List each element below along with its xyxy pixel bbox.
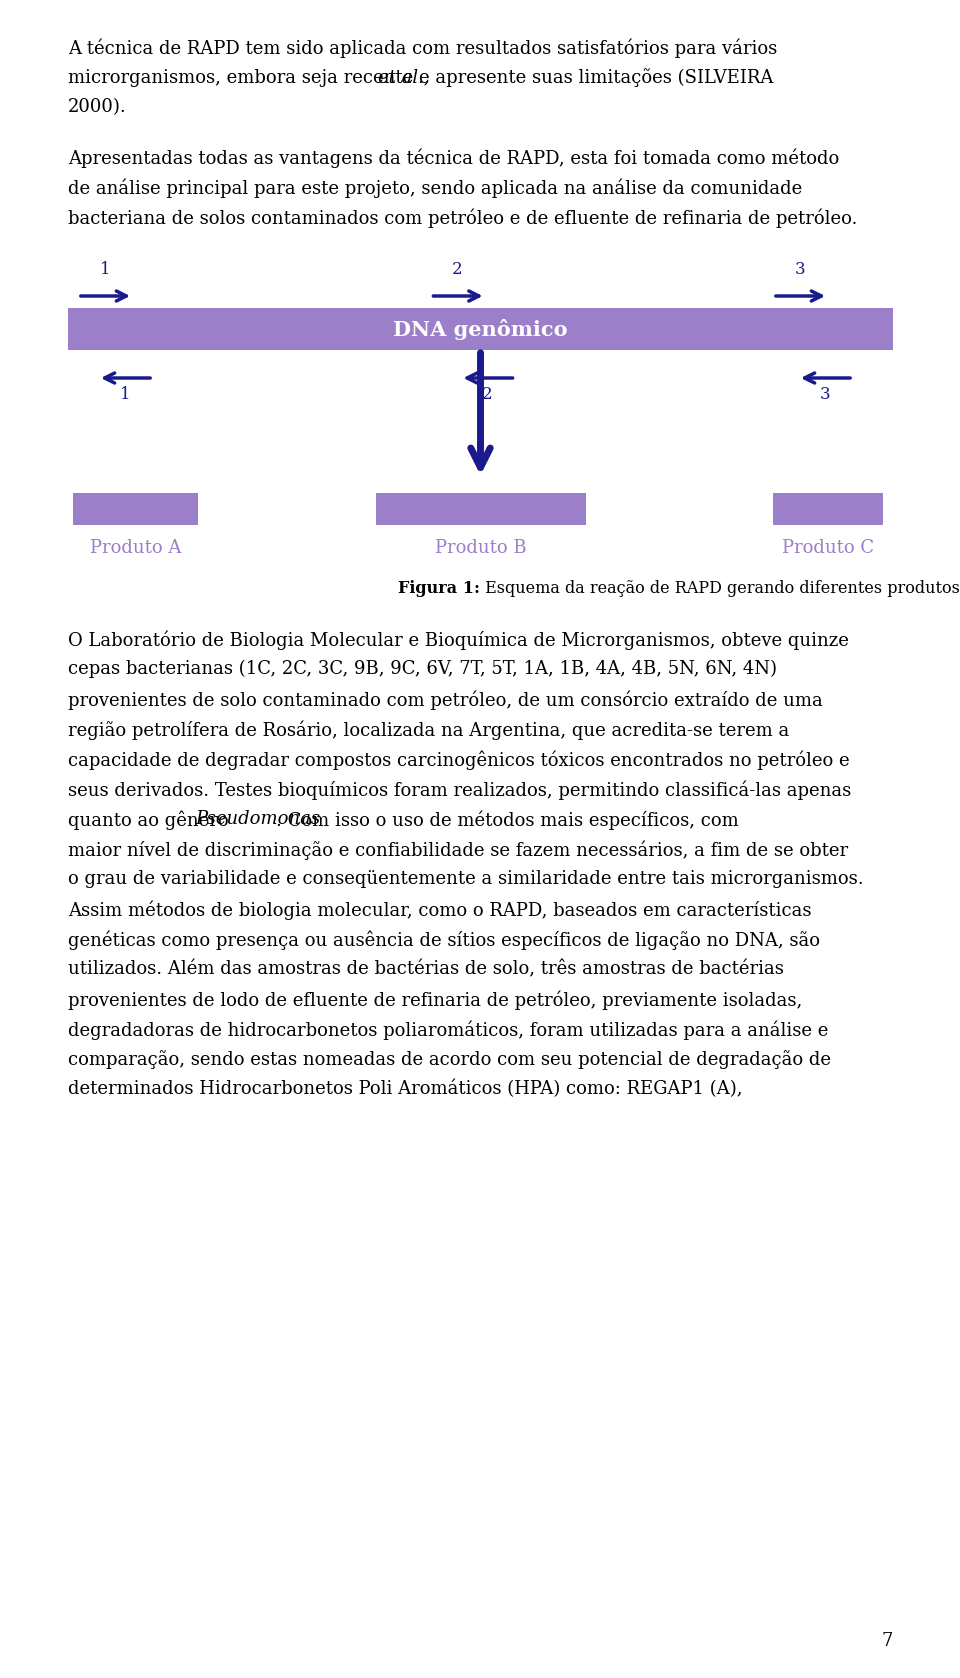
Text: quanto ao gênero: quanto ao gênero [68, 810, 234, 829]
Bar [773, 493, 883, 525]
Text: 2: 2 [452, 262, 463, 279]
Text: Figura 1:: Figura 1: [398, 581, 481, 597]
Text: 2000).: 2000). [68, 97, 127, 116]
Text: genéticas como presença ou ausência de sítios específicos de ligação no DNA, são: genéticas como presença ou ausência de s… [68, 930, 820, 950]
Text: o grau de variabilidade e conseqüentemente a similaridade entre tais microrganis: o grau de variabilidade e conseqüentemen… [68, 869, 864, 888]
Text: Produto C: Produto C [782, 539, 874, 557]
Text: A técnica de RAPD tem sido aplicada com resultados satisfatórios para vários: A técnica de RAPD tem sido aplicada com … [68, 39, 778, 57]
Text: bacteriana de solos contaminados com petróleo e de efluente de refinaria de petr: bacteriana de solos contaminados com pet… [68, 208, 857, 228]
Text: Produto B: Produto B [435, 539, 526, 557]
Text: maior nível de discriminação e confiabilidade se fazem necessários, a fim de se : maior nível de discriminação e confiabil… [68, 841, 848, 859]
Text: 2: 2 [482, 386, 492, 403]
Bar [68, 309, 893, 351]
Text: de análise principal para este projeto, sendo aplicada na análise da comunidade: de análise principal para este projeto, … [68, 178, 803, 198]
Text: Produto A: Produto A [90, 539, 181, 557]
Text: capacidade de degradar compostos carcinogênicos tóxicos encontrados no petróleo : capacidade de degradar compostos carcino… [68, 750, 850, 770]
Text: 3: 3 [820, 386, 830, 403]
Bar [73, 493, 198, 525]
Text: 7: 7 [881, 1633, 893, 1649]
Text: provenientes de lodo de efluente de refinaria de petróleo, previamente isoladas,: provenientes de lodo de efluente de refi… [68, 990, 803, 1010]
Text: utilizados. Além das amostras de bactérias de solo, três amostras de bactérias: utilizados. Além das amostras de bactéri… [68, 960, 784, 978]
Text: degradadoras de hidrocarbonetos poliaromáticos, foram utilizadas para a análise : degradadoras de hidrocarbonetos poliarom… [68, 1020, 828, 1039]
Text: Assim métodos de biologia molecular, como o RAPD, baseados em características: Assim métodos de biologia molecular, com… [68, 899, 811, 920]
Text: et al.,: et al., [378, 69, 430, 86]
Text: seus derivados. Testes bioquímicos foram realizados, permitindo classificá-las a: seus derivados. Testes bioquímicos foram… [68, 780, 852, 799]
Text: Apresentadas todas as vantagens da técnica de RAPD, esta foi tomada como método: Apresentadas todas as vantagens da técni… [68, 148, 839, 168]
Text: Esquema da reação de RAPD gerando diferentes produtos.: Esquema da reação de RAPD gerando difere… [481, 581, 960, 597]
Text: O Laboratório de Biologia Molecular e Bioquímica de Microrganismos, obteve quinz: O Laboratório de Biologia Molecular e Bi… [68, 629, 849, 649]
Text: 1: 1 [100, 262, 110, 279]
Text: 3: 3 [795, 262, 805, 279]
Text: comparação, sendo estas nomeadas de acordo com seu potencial de degradação de: comparação, sendo estas nomeadas de acor… [68, 1050, 831, 1069]
Text: microrganismos, embora seja recente e apresente suas limitações (SILVEIRA: microrganismos, embora seja recente e ap… [68, 69, 780, 87]
Bar [375, 493, 586, 525]
Text: 1: 1 [120, 386, 131, 403]
Text: Pseudomonas: Pseudomonas [196, 810, 321, 827]
Text: região petrolífera de Rosário, localizada na Argentina, que acredita-se terem a: região petrolífera de Rosário, localizad… [68, 720, 789, 740]
Text: DNA genômico: DNA genômico [394, 319, 567, 339]
Text: cepas bacterianas (1C, 2C, 3C, 9B, 9C, 6V, 7T, 5T, 1A, 1B, 4A, 4B, 5N, 6N, 4N): cepas bacterianas (1C, 2C, 3C, 9B, 9C, 6… [68, 659, 777, 678]
Text: determinados Hidrocarbonetos Poli Aromáticos (HPA) como: REGAP1 (A),: determinados Hidrocarbonetos Poli Aromát… [68, 1081, 742, 1099]
Text: . Com isso o uso de métodos mais específicos, com: . Com isso o uso de métodos mais específ… [276, 810, 738, 829]
Text: provenientes de solo contaminado com petróleo, de um consórcio extraído de uma: provenientes de solo contaminado com pet… [68, 690, 823, 710]
